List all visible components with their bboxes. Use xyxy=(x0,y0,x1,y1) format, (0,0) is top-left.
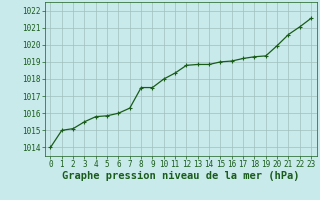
X-axis label: Graphe pression niveau de la mer (hPa): Graphe pression niveau de la mer (hPa) xyxy=(62,171,300,181)
